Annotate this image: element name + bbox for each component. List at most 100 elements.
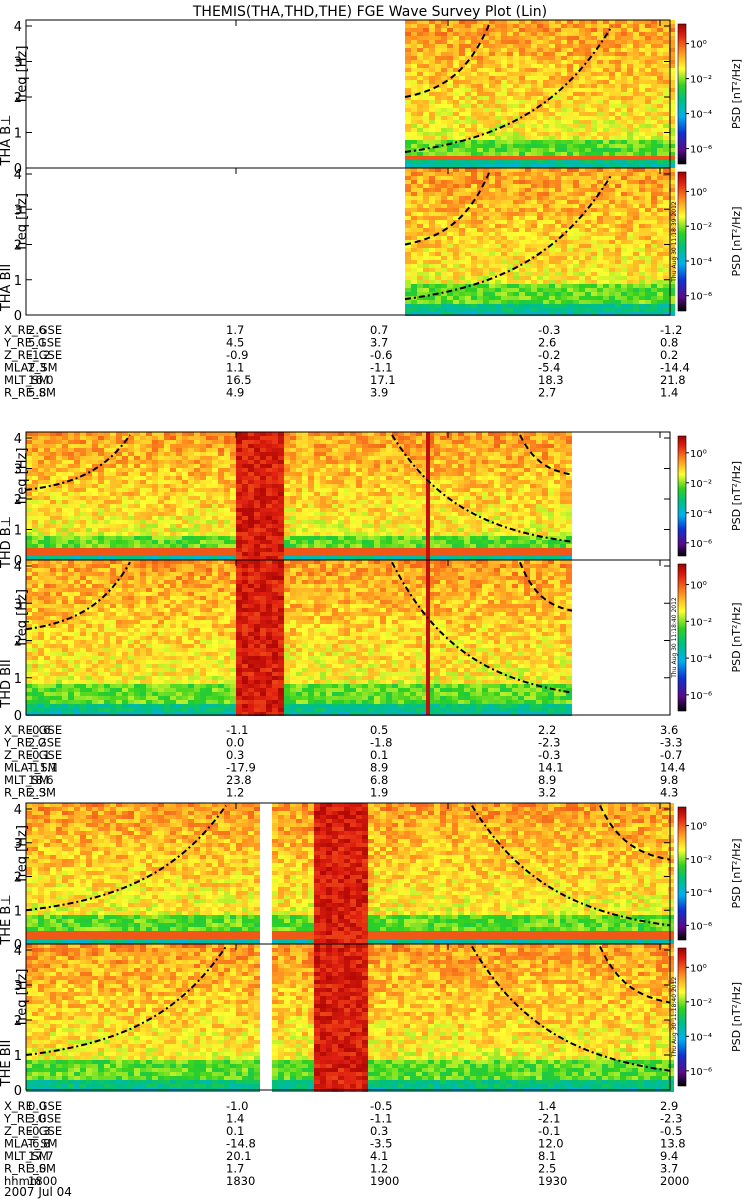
heatmap-cell bbox=[417, 152, 423, 156]
heatmap-cell bbox=[519, 300, 525, 304]
heatmap-cell bbox=[242, 464, 248, 468]
heatmap-cell bbox=[411, 224, 417, 228]
heatmap-cell bbox=[164, 456, 170, 460]
heatmap-cell bbox=[290, 452, 296, 456]
heatmap-cell bbox=[465, 192, 471, 196]
heatmap-cell bbox=[272, 460, 278, 464]
heatmap-cell bbox=[260, 544, 266, 548]
heatmap-cell bbox=[537, 88, 543, 92]
heatmap-cell bbox=[549, 132, 555, 136]
heatmap-cell bbox=[501, 128, 507, 132]
heatmap-cell bbox=[651, 24, 657, 28]
heatmap-cell bbox=[603, 292, 609, 296]
heatmap-cell bbox=[158, 520, 164, 524]
heatmap-cell bbox=[230, 520, 236, 524]
heatmap-cell bbox=[663, 96, 669, 100]
heatmap-cell bbox=[561, 244, 567, 248]
heatmap-cell bbox=[633, 56, 639, 60]
heatmap-cell bbox=[603, 128, 609, 132]
heatmap-cell bbox=[483, 264, 489, 268]
heatmap-cell bbox=[206, 532, 212, 536]
colorbar-tick-label: 10⁻⁴ bbox=[690, 110, 712, 121]
heatmap-cell bbox=[164, 500, 170, 504]
heatmap-cell bbox=[158, 488, 164, 492]
heatmap-cell bbox=[627, 188, 633, 192]
heatmap-cell bbox=[176, 440, 182, 444]
heatmap-cell bbox=[633, 268, 639, 272]
heatmap-cell bbox=[308, 504, 314, 508]
heatmap-cell bbox=[272, 436, 278, 440]
heatmap-cell bbox=[38, 436, 44, 440]
heatmap-cell bbox=[429, 192, 435, 196]
heatmap-cell bbox=[555, 180, 561, 184]
heatmap-cell bbox=[603, 160, 609, 164]
heatmap-cell bbox=[423, 224, 429, 228]
heatmap-cell bbox=[56, 548, 62, 552]
heatmap-cell bbox=[639, 208, 645, 212]
heatmap-cell bbox=[531, 228, 537, 232]
heatmap-cell bbox=[435, 228, 441, 232]
heatmap-cell bbox=[423, 48, 429, 52]
heatmap-cell bbox=[146, 500, 152, 504]
heatmap-cell bbox=[561, 72, 567, 76]
heatmap-cell bbox=[651, 52, 657, 56]
heatmap-cell bbox=[260, 472, 266, 476]
heatmap-cell bbox=[549, 56, 555, 60]
heatmap-cell bbox=[212, 544, 218, 548]
heatmap-cell bbox=[507, 164, 513, 168]
heatmap-cell bbox=[627, 172, 633, 176]
heatmap-cell bbox=[579, 204, 585, 208]
heatmap-cell bbox=[74, 436, 80, 440]
heatmap-cell bbox=[453, 124, 459, 128]
heatmap-cell bbox=[296, 500, 302, 504]
heatmap-cell bbox=[140, 516, 146, 520]
heatmap-cell bbox=[567, 272, 573, 276]
heatmap-cell bbox=[471, 76, 477, 80]
heatmap-cell bbox=[453, 312, 459, 316]
heatmap-cell bbox=[621, 244, 627, 248]
heatmap-cell bbox=[609, 200, 615, 204]
heatmap-cell bbox=[122, 436, 128, 440]
heatmap-cell bbox=[537, 64, 543, 68]
heatmap-cell bbox=[585, 244, 591, 248]
heatmap-cell bbox=[98, 544, 104, 548]
heatmap-cell bbox=[32, 452, 38, 456]
heatmap-cell bbox=[248, 520, 254, 524]
heatmap-cell bbox=[483, 232, 489, 236]
heatmap-cell bbox=[567, 20, 573, 24]
heatmap-cell bbox=[519, 76, 525, 80]
heatmap-cell bbox=[134, 464, 140, 468]
heatmap-cell bbox=[561, 44, 567, 48]
heatmap-cell bbox=[26, 480, 32, 484]
heatmap-cell bbox=[591, 156, 597, 160]
heatmap-cell bbox=[417, 56, 423, 60]
heatmap-cell bbox=[98, 444, 104, 448]
heatmap-cell bbox=[290, 508, 296, 512]
heatmap-cell bbox=[483, 168, 489, 172]
heatmap-cell bbox=[591, 168, 597, 172]
heatmap-cell bbox=[585, 172, 591, 176]
heatmap-cell bbox=[663, 104, 669, 108]
heatmap-cell bbox=[483, 56, 489, 60]
heatmap-cell bbox=[260, 548, 266, 552]
heatmap-cell bbox=[447, 28, 453, 32]
heatmap-cell bbox=[98, 552, 104, 556]
heatmap-cell bbox=[405, 144, 411, 148]
heatmap-cell bbox=[615, 244, 621, 248]
heatmap-cell bbox=[495, 288, 501, 292]
heatmap-cell bbox=[531, 280, 537, 284]
heatmap-cell bbox=[164, 496, 170, 500]
heatmap-cell bbox=[200, 524, 206, 528]
heatmap-cell bbox=[543, 32, 549, 36]
heatmap-cell bbox=[429, 68, 435, 72]
heatmap-cell bbox=[128, 440, 134, 444]
heatmap-cell bbox=[591, 84, 597, 88]
heatmap-cell bbox=[417, 120, 423, 124]
heatmap-cell bbox=[296, 456, 302, 460]
heatmap-cell bbox=[603, 20, 609, 24]
heatmap-cell bbox=[44, 552, 50, 556]
heatmap-cell bbox=[483, 280, 489, 284]
heatmap-cell bbox=[290, 476, 296, 480]
heatmap-cell bbox=[669, 64, 675, 68]
heatmap-cell bbox=[639, 204, 645, 208]
